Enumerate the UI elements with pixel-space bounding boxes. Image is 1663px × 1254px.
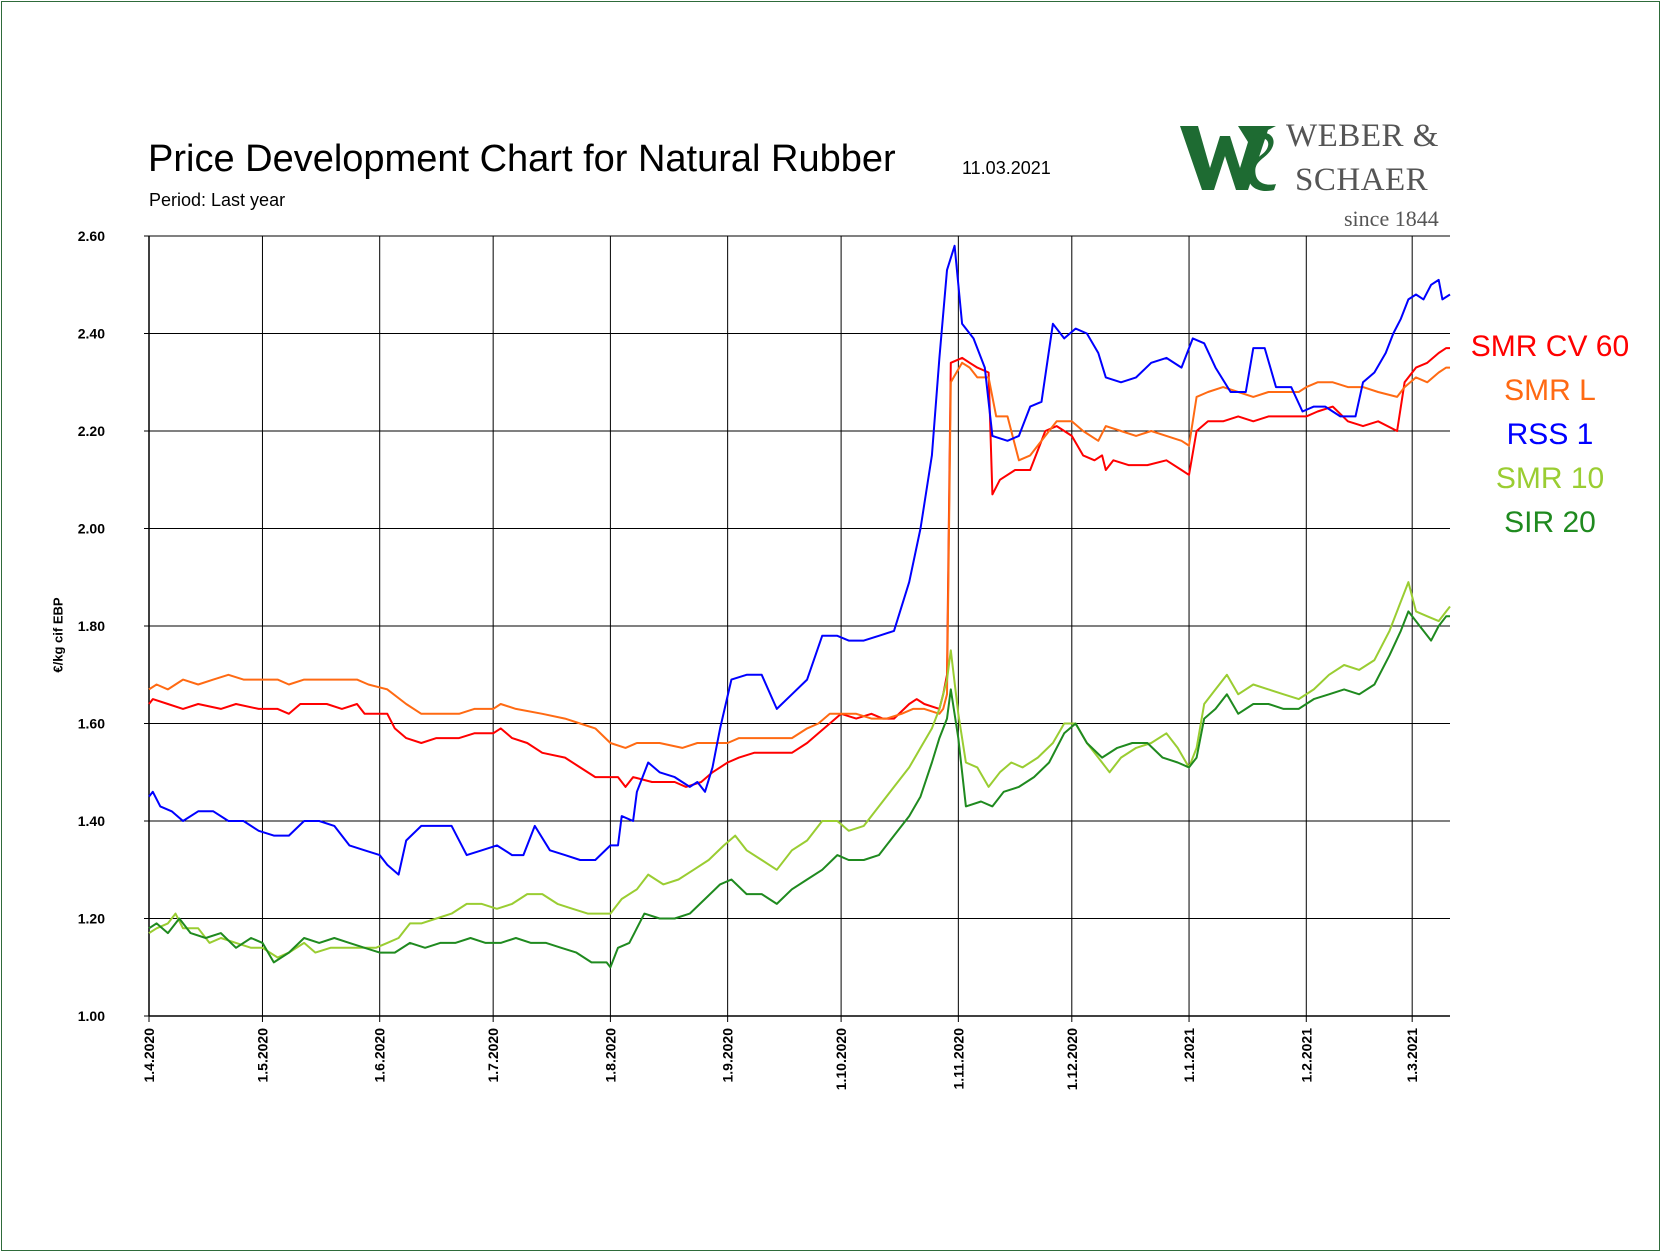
x-tick-label: 1.7.2020 [485,1028,501,1083]
y-tick-label: 2.40 [78,326,105,342]
x-tick-label: 1.4.2020 [141,1028,157,1083]
logo-line2: SCHAER [1295,162,1429,198]
logo-ws-mark [1180,126,1276,192]
x-tick-label: 1.11.2020 [950,1028,966,1090]
x-tick-label: 1.1.2021 [1181,1028,1197,1083]
y-tick-label: 1.00 [78,1008,105,1024]
y-tick-label: 1.20 [78,911,105,927]
chart-date: 11.03.2021 [962,158,1051,178]
x-tick-label: 1.9.2020 [720,1028,736,1083]
legend-item-smr-l: SMR L [1504,374,1596,407]
x-tick-label: 1.6.2020 [372,1028,388,1083]
series-line-smr-cv-60 [148,347,1450,788]
y-tick-label: 1.40 [78,813,105,829]
x-tick-label: 1.5.2020 [254,1028,270,1083]
series-line-smr-l [148,361,1450,749]
series-line-sir-20 [148,610,1450,969]
logo-line1: WEBER & [1286,118,1439,154]
legend-item-rss-1: RSS 1 [1506,418,1594,451]
x-tick-label: 1.3.2021 [1404,1028,1420,1083]
x-tick-label: 1.8.2020 [602,1028,618,1083]
legend-item-sir-20: SIR 20 [1504,506,1596,539]
y-tick-label: 2.60 [78,228,105,244]
series-line-smr-10 [148,581,1451,959]
logo-since: since 1844 [1344,206,1439,231]
series-line-rss-1 [148,244,1451,876]
chart-title: Price Development Chart for Natural Rubb… [148,138,896,180]
legend-item-smr-10: SMR 10 [1495,462,1605,495]
chart-legend: SMR CV 60 SMR L RSS 1 SMR 10 SIR 20 [1440,325,1660,545]
x-tick-label: 1.10.2020 [833,1028,849,1090]
y-tick-label: 2.20 [78,423,105,439]
y-tick-label: 1.60 [78,716,105,732]
company-logo: WEBER & SCHAER since 1844 [1178,118,1448,236]
chart-period: Period: Last year [149,190,286,210]
x-tick-label: 1.2.2021 [1298,1028,1314,1083]
y-tick-label: 2.00 [78,521,105,537]
y-tick-label: 1.80 [78,618,105,634]
legend-item-smr-cv-60: SMR CV 60 [1470,330,1630,363]
x-tick-label: 1.12.2020 [1064,1028,1080,1090]
